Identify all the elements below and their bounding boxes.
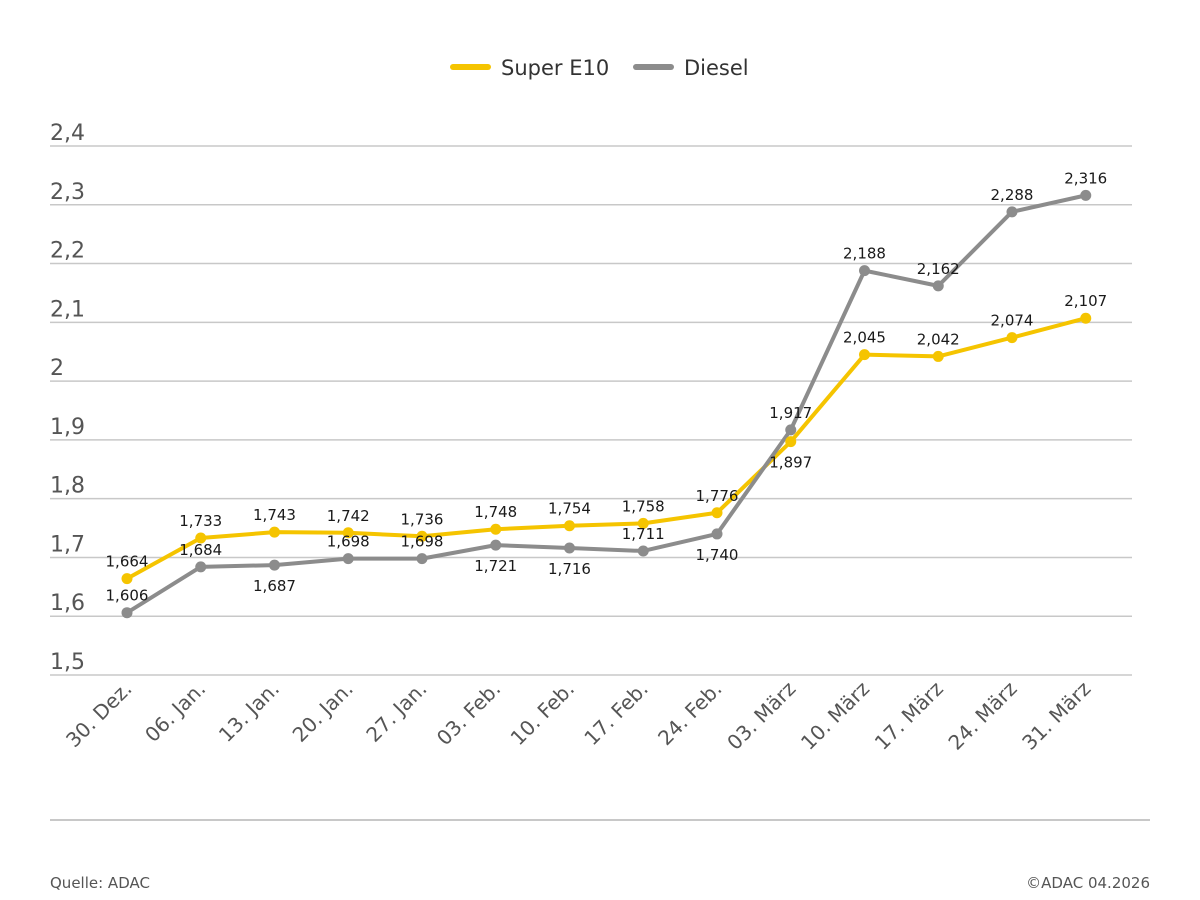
data-point-super-e10 <box>859 349 870 361</box>
data-label-super-e10: 1,754 <box>548 500 591 518</box>
data-label-super-e10: 1,742 <box>327 507 370 525</box>
y-tick-label: 1,5 <box>50 650 85 675</box>
data-label-super-e10: 1,897 <box>769 454 812 472</box>
data-point-diesel <box>195 561 207 573</box>
data-point-super-e10 <box>637 517 649 529</box>
x-tick-label: 03. Feb. <box>432 677 505 750</box>
x-tick-label: 03. März <box>722 677 800 755</box>
data-label-diesel: 1,687 <box>253 577 296 595</box>
data-label-super-e10: 2,107 <box>1064 292 1107 310</box>
data-point-diesel <box>416 553 428 565</box>
legend-label-super-e10: Super E10 <box>501 56 609 80</box>
data-point-diesel <box>269 559 280 571</box>
data-label-diesel: 2,188 <box>843 245 886 263</box>
data-point-diesel <box>711 528 723 540</box>
data-label-super-e10: 1,748 <box>474 503 517 521</box>
x-tick-label: 10. März <box>796 677 874 755</box>
x-tick-label: 17. Feb. <box>579 677 652 750</box>
x-tick-label: 17. März <box>870 677 948 755</box>
data-point-super-e10 <box>1080 312 1092 324</box>
data-point-diesel <box>1006 206 1018 218</box>
data-point-super-e10 <box>564 520 575 532</box>
data-point-super-e10 <box>932 350 944 362</box>
data-label-diesel: 1,721 <box>474 557 517 575</box>
x-tick-label: 13. Jan. <box>214 677 284 747</box>
x-tick-label: 10. Feb. <box>506 677 579 750</box>
data-label-super-e10: 2,045 <box>843 329 886 347</box>
data-point-diesel <box>490 539 502 551</box>
source-note: Quelle: ADAC <box>50 874 150 892</box>
series-group <box>121 189 1092 619</box>
data-label-diesel: 2,288 <box>991 186 1034 204</box>
data-point-super-e10 <box>269 526 280 538</box>
x-tick-label: 06. Jan. <box>140 677 210 747</box>
x-tick-label: 20. Jan. <box>288 677 358 747</box>
x-tick-label: 30. Dez. <box>61 677 136 752</box>
data-label-diesel: 1,716 <box>548 560 591 578</box>
series-line-super-e10 <box>125 316 1088 581</box>
legend-label-diesel: Diesel <box>684 56 749 80</box>
data-label-super-e10: 1,664 <box>106 553 149 571</box>
y-tick-label: 2,4 <box>50 121 85 146</box>
data-label-super-e10: 1,776 <box>696 487 739 505</box>
data-point-super-e10 <box>1006 332 1018 344</box>
data-label-super-e10: 1,733 <box>179 512 222 530</box>
data-labels: 1,664 1,733 1,743 1,742 1,736 1,748 1,754 1,758… <box>106 169 1108 604</box>
legend: Super E10 Diesel <box>450 56 749 80</box>
data-point-super-e10 <box>711 507 723 519</box>
copyright-note: ©ADAC 04.2026 <box>1026 874 1150 892</box>
y-tick-label: 2 <box>50 356 64 381</box>
y-tick-label: 2,1 <box>50 297 85 322</box>
data-label-diesel: 1,684 <box>179 541 222 559</box>
y-tick-label: 1,6 <box>50 591 85 616</box>
data-point-diesel <box>342 553 354 565</box>
x-tick-label: 31. März <box>1017 677 1095 755</box>
y-axis-ticks: 1,5 1,6 1,7 1,8 1,9 2 2,1 2,2 2,3 2,4 <box>50 121 85 675</box>
y-tick-label: 2,3 <box>50 180 85 205</box>
data-label-diesel: 2,162 <box>917 260 960 278</box>
data-label-super-e10: 1,736 <box>401 510 444 528</box>
series-line-diesel <box>125 193 1088 615</box>
data-point-super-e10 <box>490 523 502 535</box>
data-point-super-e10 <box>416 530 428 542</box>
data-point-super-e10 <box>121 573 133 585</box>
data-label-diesel: 1,711 <box>622 525 665 543</box>
x-tick-label: 24. Feb. <box>653 677 726 750</box>
data-label-super-e10: 1,758 <box>622 497 665 515</box>
data-label-diesel: 1,740 <box>696 546 739 564</box>
x-tick-label: 27. Jan. <box>361 677 431 747</box>
data-point-super-e10 <box>342 527 354 539</box>
x-axis-ticks: 30. Dez. 06. Jan. 13. Jan. 20. Jan. 27. Jan.… <box>61 677 1095 755</box>
data-point-diesel <box>637 545 649 557</box>
y-tick-label: 1,7 <box>50 532 85 557</box>
data-label-super-e10: 1,743 <box>253 506 296 524</box>
data-label-diesel: 1,698 <box>327 533 370 551</box>
data-point-diesel <box>785 424 797 436</box>
x-tick-label: 24. März <box>943 677 1021 755</box>
data-label-super-e10: 2,074 <box>991 312 1034 330</box>
y-tick-label: 1,8 <box>50 474 85 499</box>
gridlines <box>50 145 1132 676</box>
data-label-diesel: 1,917 <box>769 404 812 422</box>
data-point-diesel <box>932 280 944 292</box>
data-point-diesel <box>859 265 870 277</box>
data-label-super-e10: 2,042 <box>917 330 960 348</box>
y-tick-label: 2,2 <box>50 239 85 264</box>
data-point-super-e10 <box>785 436 797 448</box>
data-point-diesel <box>121 607 133 619</box>
data-point-diesel <box>1080 189 1092 201</box>
data-label-diesel: 1,606 <box>106 587 149 605</box>
data-label-diesel: 2,316 <box>1064 169 1107 187</box>
data-point-diesel <box>564 542 575 554</box>
data-point-super-e10 <box>195 532 207 544</box>
data-label-diesel: 1,698 <box>401 533 444 551</box>
y-tick-label: 1,9 <box>50 415 85 440</box>
